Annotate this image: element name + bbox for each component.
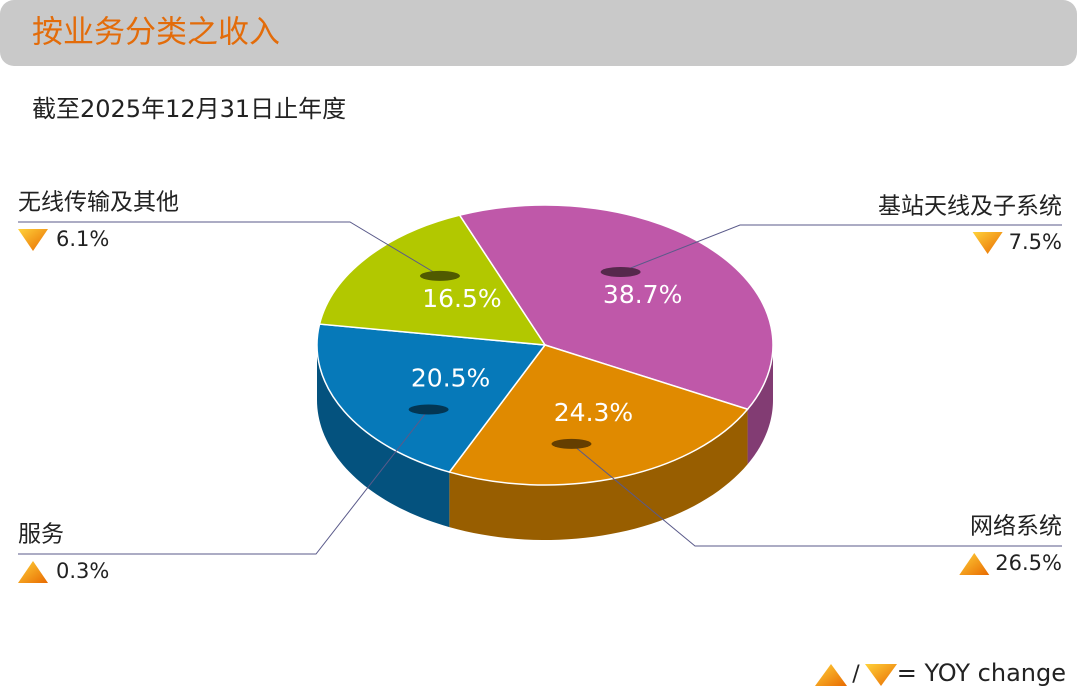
pie-slice <box>458 204 774 411</box>
yoy-label: 0.3% <box>56 559 109 583</box>
leader-line <box>18 221 441 277</box>
yoy-label: 7.5% <box>1009 230 1062 254</box>
legend-separator: / <box>852 662 860 687</box>
percent-label: 24.3% <box>554 398 633 427</box>
pie-slice <box>316 323 547 473</box>
down-icon <box>972 232 1003 254</box>
down-icon <box>18 229 48 251</box>
pie-side <box>317 345 450 528</box>
category-label: 基站天线及子系统 <box>878 194 1062 220</box>
up-icon <box>815 664 847 686</box>
percent-label: 20.5% <box>411 364 490 393</box>
legend-text: = YOY change <box>897 659 1066 687</box>
up-icon <box>18 561 48 583</box>
header-bar <box>0 0 1077 66</box>
yoy-label: 6.1% <box>56 227 109 251</box>
marker <box>408 404 449 415</box>
down-icon <box>865 664 897 686</box>
pie-slice <box>448 344 749 486</box>
category-label: 网络系统 <box>970 514 1062 540</box>
leader-line <box>571 443 1062 547</box>
percent-label: 38.7% <box>603 280 682 309</box>
marker <box>600 266 641 277</box>
leader-line <box>18 409 430 555</box>
up-icon <box>959 553 990 575</box>
yoy-label: 26.5% <box>995 551 1062 575</box>
category-label: 无线传输及其他 <box>18 190 179 216</box>
category-label: 服务 <box>18 522 64 548</box>
percent-label: 16.5% <box>422 284 501 313</box>
leader-line <box>620 224 1062 273</box>
pie-side <box>747 345 773 465</box>
pie-side <box>449 409 748 540</box>
title: 按业务分类之收入 <box>32 15 280 51</box>
subtitle: 截至2025年12月31日止年度 <box>32 95 346 123</box>
marker <box>419 270 460 281</box>
marker <box>551 438 592 449</box>
